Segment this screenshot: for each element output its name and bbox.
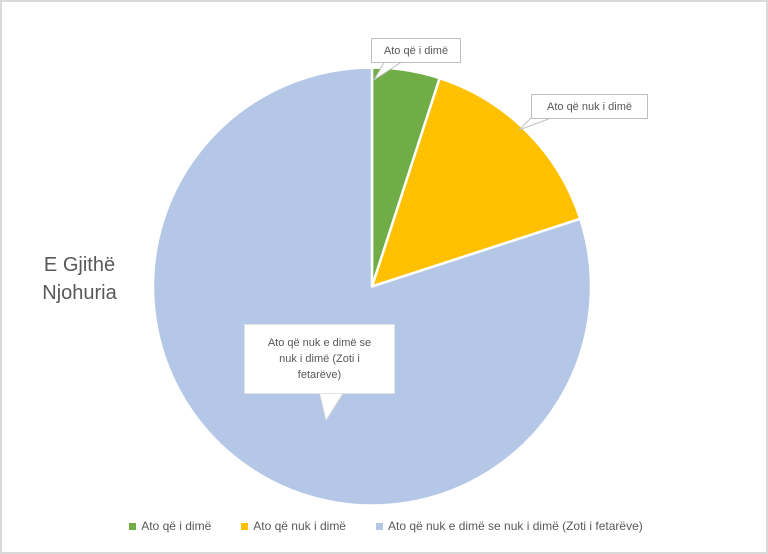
legend-label-2: Ato që nuk i dimë bbox=[253, 519, 346, 533]
pie-slices bbox=[151, 66, 593, 507]
data-label-callout-slice-3[interactable]: Ato që nuk e dimë se nuk i dimë (Zoti i … bbox=[244, 324, 395, 394]
pie-slice-2[interactable] bbox=[370, 76, 582, 288]
legend-swatch-blue bbox=[375, 522, 383, 530]
legend-label-3: Ato që nuk e dimë se nuk i dimë (Zoti i … bbox=[387, 519, 643, 533]
data-label-callout-slice-1[interactable]: Ato që i dimë bbox=[371, 38, 461, 63]
legend-swatch-green bbox=[129, 522, 137, 530]
legend: Ato që i dimë Ato që nuk i dimë Ato që n… bbox=[2, 519, 766, 533]
chart-title[interactable]: E Gjithë Njohuria bbox=[42, 254, 117, 304]
legend-item-3[interactable]: Ato që nuk e dimë se nuk i dimë (Zoti i … bbox=[375, 519, 643, 533]
legend-label-1: Ato që i dimë bbox=[141, 519, 212, 533]
data-label-callout-slice-2[interactable]: Ato që nuk i dimë bbox=[531, 94, 648, 119]
pie-slice-3[interactable] bbox=[151, 66, 593, 507]
legend-item-2[interactable]: Ato që nuk i dimë bbox=[241, 519, 346, 533]
legend-swatch-yellow bbox=[241, 522, 249, 530]
legend-item-1[interactable]: Ato që i dimë bbox=[129, 519, 211, 533]
